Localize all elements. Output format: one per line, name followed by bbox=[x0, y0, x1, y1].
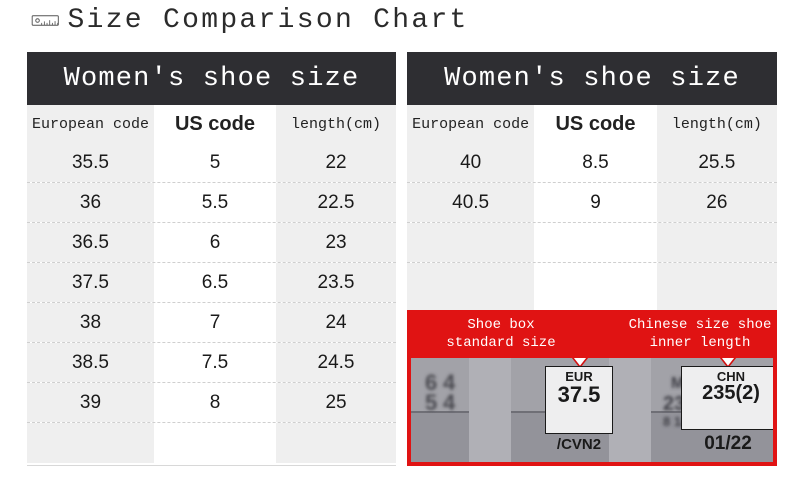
svg-text:4: 4 bbox=[443, 390, 456, 415]
svg-text:5: 5 bbox=[425, 390, 437, 415]
